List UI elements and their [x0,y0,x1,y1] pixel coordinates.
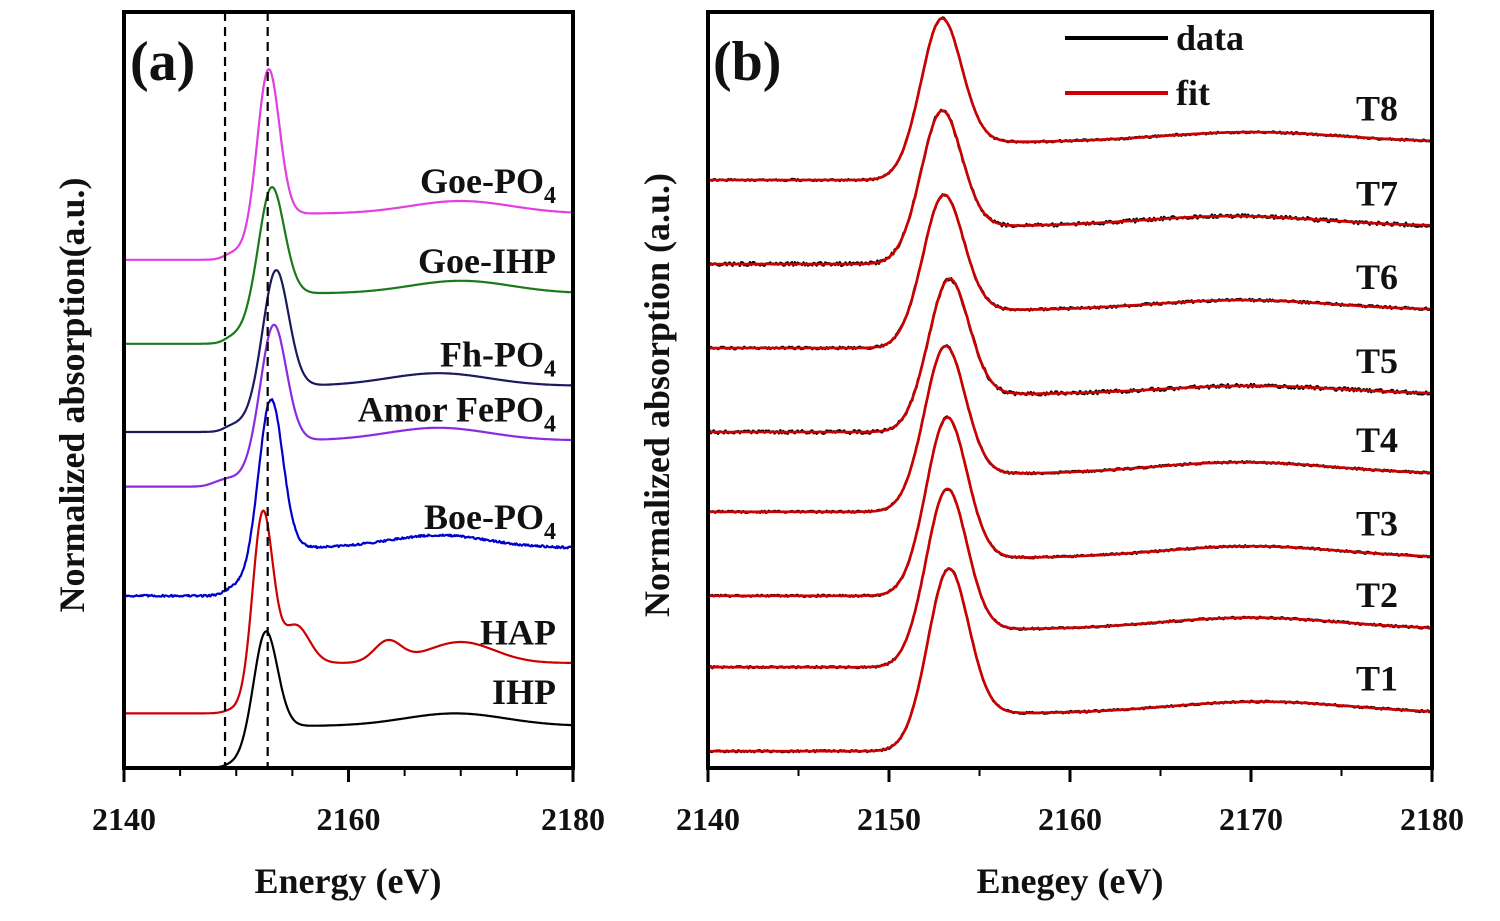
panel-b-x-tick-label: 2170 [1219,801,1283,837]
panel-b-fit-line-t8 [708,17,1432,182]
panel-a-series-label: Amor FePO4 [358,389,556,437]
panel-a-series-label-main: Fh-PO [440,335,544,375]
panel-a-series-label: HAP [480,612,556,652]
panel-b-fit-line-t4 [708,344,1432,514]
panel-b: 2140 2150 2160 2170 2180 (b) Enegey (eV) Nor… [637,10,1464,901]
panel-a-x-tick-label: 2160 [317,801,381,837]
panel-b-series-label: T3 [1356,504,1398,544]
panel-a-series-label-subscript: 4 [544,183,556,209]
panel-b-data-line-t3 [707,415,1433,598]
panel-a-label: (a) [130,31,195,93]
panel-b-series-labels: T1 T2 T3 T4 T5 T6 T7 T8 [1356,88,1398,698]
panel-b-series-label: T6 [1356,257,1398,297]
panel-b-series-group [707,16,1433,754]
panel-b-y-axis-title: Normalized absorption (a.u.) [637,173,677,617]
panel-a-series-label-main: Goe-PO [420,161,544,201]
panel-a-series-label-main: Goe-IHP [418,241,556,281]
panel-b-x-tick-label: 2180 [1400,801,1464,837]
panel-a-series-line-amor-fepo4 [123,323,574,488]
panel-a-series-group [123,68,574,770]
panel-a-series-label-subscript: 4 [544,519,556,545]
panel-b-x-ticks: 2140 2150 2160 2170 2180 [676,768,1464,837]
panel-b-series-label: T1 [1356,658,1398,698]
panel-a-series-label: Fh-PO4 [440,335,556,383]
panel-a-series-line-goe-ihp [123,186,574,345]
panel-b-legend: data fit [1065,18,1244,113]
panel-a: 2140 2160 2180 (a) Energy (eV) Normalized … [52,10,605,901]
panel-b-data-line-t4 [707,344,1433,514]
panel-a-series-label-main: IHP [492,672,556,712]
panel-b-fit-line-t1 [708,567,1433,753]
panel-a-series-line-goe-po4 [123,68,574,261]
panel-b-fit-line-t6 [708,193,1432,350]
panel-a-series-label: IHP [492,672,556,712]
panel-b-series-label: T2 [1356,575,1398,615]
panel-a-series-label-main: HAP [480,612,556,652]
panel-b-fit-line-t7 [708,109,1432,266]
panel-a-x-ticks: 2140 2160 2180 [92,768,605,837]
panel-b-data-line-t5 [707,277,1433,435]
panel-a-series-line-fh-po4 [123,269,574,434]
panel-b-data-line-t2 [707,488,1433,670]
panel-b-series-label: T8 [1356,88,1398,128]
panel-a-series-label: Goe-IHP [418,241,556,281]
panel-a-series-line-hap [123,509,574,715]
legend-label-data: data [1176,18,1244,58]
panel-b-data-line-t8 [707,16,1433,183]
panel-b-fit-line-t5 [708,277,1433,434]
panel-a-x-tick-label: 2140 [92,801,156,837]
panel-b-series-label: T5 [1356,341,1398,381]
panel-b-series-label: T7 [1356,173,1398,213]
legend-label-fit: fit [1176,73,1210,113]
panel-a-y-axis-title: Normalized absorption(a.u.) [52,178,92,613]
panel-b-x-tick-label: 2140 [676,801,740,837]
panel-a-series-label-subscript: 4 [544,411,556,437]
panel-b-data-line-t7 [707,108,1433,267]
panel-a-series-label-main: Boe-PO [424,497,544,537]
panel-b-x-tick-label: 2160 [1038,801,1102,837]
panel-b-series-label: T4 [1356,420,1398,460]
panel-a-series-label-main: Amor FePO [358,389,544,429]
panel-a-series-label: Goe-PO4 [420,161,556,209]
panel-a-series-label: Boe-PO4 [424,497,556,545]
panel-b-x-axis-title: Enegey (eV) [977,861,1164,901]
panel-b-fit-line-t3 [708,416,1432,598]
panel-a-reference-lines [223,12,269,768]
panel-b-fit-line-t2 [708,487,1432,669]
panel-b-x-tick-label: 2150 [857,801,921,837]
panel-a-series-line-boe-po4 [123,398,574,598]
panel-a-x-axis-title: Energy (eV) [255,861,442,901]
panel-a-series-label-subscript: 4 [544,357,556,383]
panel-b-label: (b) [713,31,781,93]
panel-a-x-tick-label: 2180 [541,801,605,837]
